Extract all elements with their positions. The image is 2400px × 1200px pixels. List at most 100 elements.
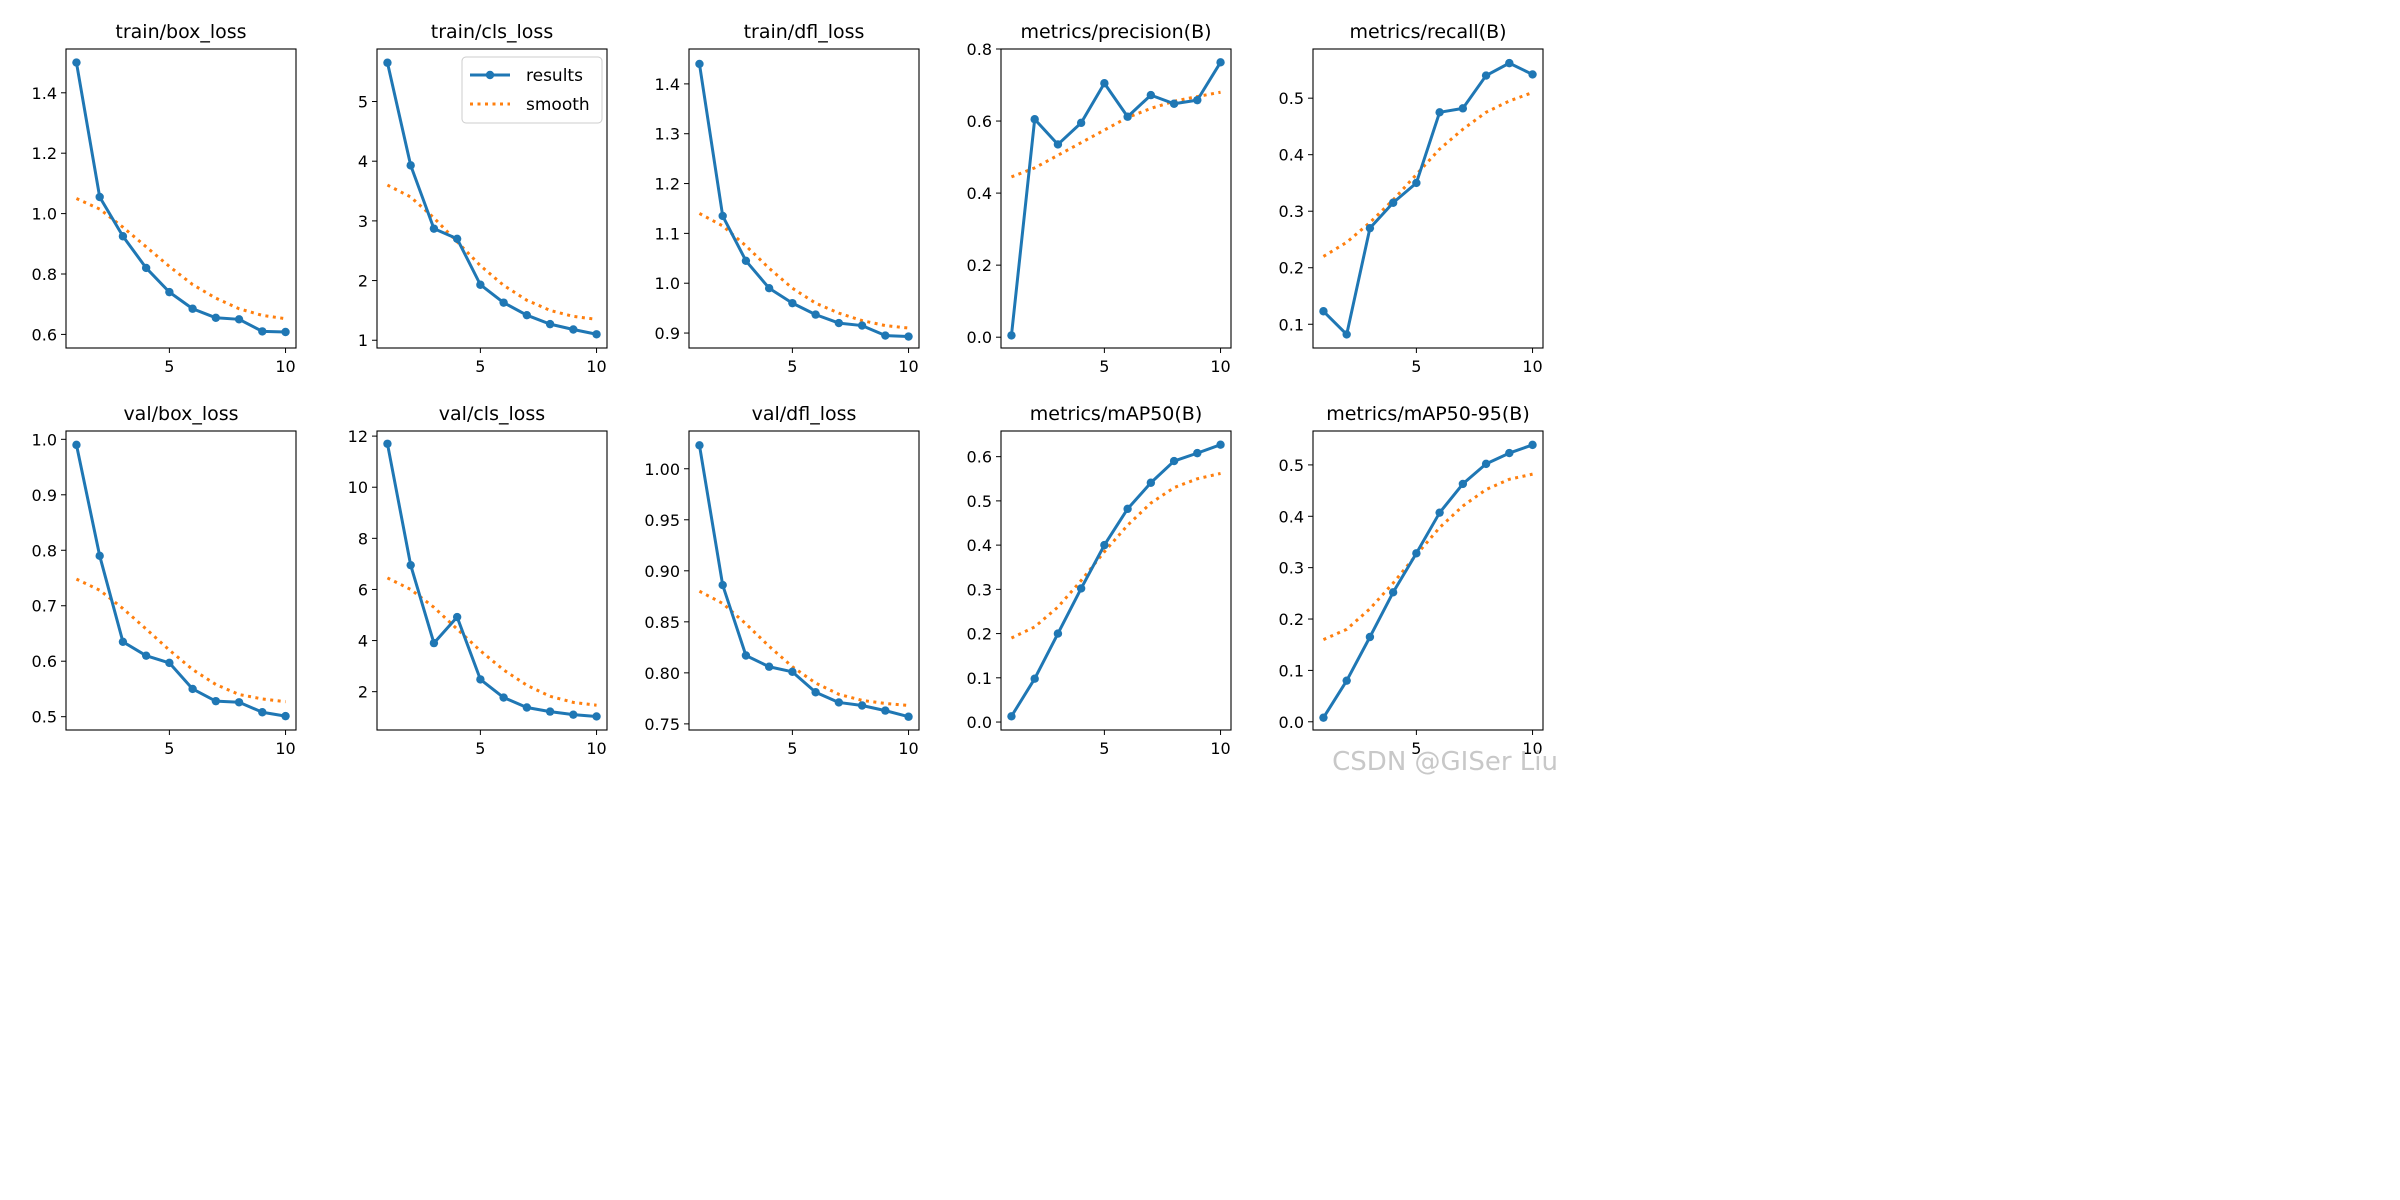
chart-4-smooth-line	[1010, 90, 1221, 179]
chart-9-ytick-label: 0.2	[967, 625, 992, 644]
chart-10-results-point	[1528, 440, 1537, 450]
chart-8-results-point	[881, 706, 890, 715]
chart-2-ytick-label: 4	[358, 152, 368, 171]
chart-5-xtick-label: 5	[1411, 357, 1421, 376]
chart-4-title: metrics/precision(B)	[1020, 21, 1211, 43]
chart-5-results-point	[1342, 330, 1351, 339]
chart-5-results-point	[1481, 71, 1491, 80]
chart-2-title: train/cls_loss	[431, 21, 553, 43]
chart-6-ytick-label: 0.6	[32, 652, 57, 671]
chart-2-results-point	[592, 330, 601, 339]
chart-10-ytick-label: 0.3	[1279, 559, 1304, 578]
chart-1-xtick-label: 10	[275, 357, 295, 376]
chart-7-axes-frame	[376, 430, 608, 731]
chart-5-results-point	[1458, 104, 1468, 113]
chart-10-results-point	[1342, 676, 1351, 685]
chart-3-ytick-label: 1.4	[655, 75, 680, 94]
chart-7-results-point	[545, 707, 555, 716]
chart-1-ytick-label: 1.2	[32, 144, 57, 163]
chart-1-results-point	[141, 263, 151, 273]
chart-5-title: metrics/recall(B)	[1349, 21, 1506, 43]
chart-4-ytick-label: 0.4	[967, 184, 992, 203]
chart-9-title: metrics/mAP50(B)	[1030, 403, 1202, 425]
chart-9-results-point	[1123, 504, 1132, 514]
chart-4-ytick-label: 0.6	[967, 112, 992, 131]
chart-8-results-line	[697, 445, 909, 719]
chart-7-results-point	[522, 703, 532, 712]
chart-6-results-point	[281, 711, 290, 721]
chart-3-ytick-label: 1.0	[655, 274, 680, 293]
chart-8-ytick-label: 0.95	[644, 511, 680, 530]
chart-10-results-point	[1388, 588, 1398, 597]
chart-2-results-point	[569, 325, 578, 334]
chart-4-results-point	[1146, 90, 1156, 100]
chart-6-ytick-label: 0.8	[32, 541, 57, 560]
chart-5-ytick-label: 0.1	[1279, 315, 1304, 334]
chart-6-xtick-label: 5	[164, 739, 174, 758]
chart-4-results-point	[1169, 99, 1179, 108]
chart-9-results-point	[1146, 478, 1156, 487]
chart-2-ytick-label: 5	[358, 93, 368, 112]
chart-9-xtick-label: 10	[1210, 739, 1230, 758]
chart-7-results-point	[429, 638, 439, 648]
chart-1-ytick-label: 0.8	[32, 265, 57, 284]
chart-1-ytick-label: 0.6	[32, 325, 57, 344]
chart-9-results-point	[1193, 448, 1202, 458]
chart-3-xtick-label: 10	[898, 357, 918, 376]
chart-3-results-point	[741, 256, 751, 265]
chart-8-results-point	[834, 698, 844, 707]
chart-7-xtick-label: 10	[586, 739, 606, 758]
chart-6-axes-frame	[65, 430, 297, 731]
chart-8-ytick-label: 0.80	[644, 664, 680, 683]
chart-8-results-point	[811, 688, 820, 697]
chart-3-results-point	[857, 321, 867, 330]
chart-4-results-point	[1053, 140, 1063, 149]
chart-10-results-point	[1481, 459, 1491, 469]
chart-10-ytick-label: 0.4	[1279, 507, 1304, 526]
chart-5-results-point	[1412, 178, 1421, 188]
chart-5-results-point	[1528, 70, 1537, 79]
chart-7-results-point	[569, 710, 578, 719]
chart-3-ytick-label: 0.9	[655, 324, 680, 343]
chart-9-ytick-label: 0.1	[967, 669, 992, 688]
chart-9-ytick-label: 0.4	[967, 536, 992, 555]
chart-5-results-point	[1505, 58, 1514, 68]
chart-2-ytick-label: 3	[358, 212, 368, 231]
chart-5-ytick-label: 0.4	[1279, 146, 1304, 165]
chart-2-results-line	[385, 62, 597, 336]
chart-1-ytick-label: 1.4	[32, 84, 57, 103]
chart-9-smooth-line	[1010, 471, 1221, 640]
chart-9-ytick-label: 0.6	[967, 448, 992, 467]
chart-6-results-point	[95, 551, 104, 561]
chart-9-results-point	[1169, 456, 1179, 466]
chart-7-results-line	[385, 443, 597, 718]
chart-6-results-point	[165, 658, 174, 668]
chart-5-smooth-line	[1322, 91, 1534, 258]
chart-1-results-point	[258, 327, 267, 336]
chart-6-xtick-label: 10	[275, 739, 295, 758]
chart-1-results-point	[281, 327, 290, 337]
legend-results-label: results	[526, 66, 583, 86]
watermark-text: CSDN @GISer Liu	[1332, 747, 1558, 777]
chart-4-ytick-label: 0.2	[967, 256, 992, 275]
chart-5-xtick-label: 10	[1522, 357, 1542, 376]
chart-1-ytick-label: 1.0	[32, 205, 57, 224]
chart-7-results-point	[476, 675, 485, 684]
chart-8-results-point	[764, 662, 774, 671]
chart-8-title: val/dfl_loss	[752, 403, 857, 425]
chart-2-xtick-label: 10	[586, 357, 606, 376]
chart-8-results-point	[788, 667, 797, 677]
chart-10-results-line	[1322, 443, 1534, 719]
chart-2-results-point	[452, 234, 462, 243]
chart-9-ytick-label: 0.5	[967, 492, 992, 511]
legend-smooth-label: smooth	[526, 95, 590, 115]
chart-4-results-point	[1123, 112, 1132, 121]
chart-4-axes-frame	[1000, 48, 1232, 349]
chart-7-ytick-label: 4	[358, 632, 368, 651]
chart-9-axes-frame	[1000, 430, 1232, 731]
chart-8-xtick-label: 10	[898, 739, 918, 758]
chart-5-ytick-label: 0.3	[1279, 202, 1304, 221]
chart-4-xtick-label: 5	[1099, 357, 1109, 376]
chart-3-results-point	[881, 331, 890, 340]
chart-6-results-point	[211, 696, 221, 706]
